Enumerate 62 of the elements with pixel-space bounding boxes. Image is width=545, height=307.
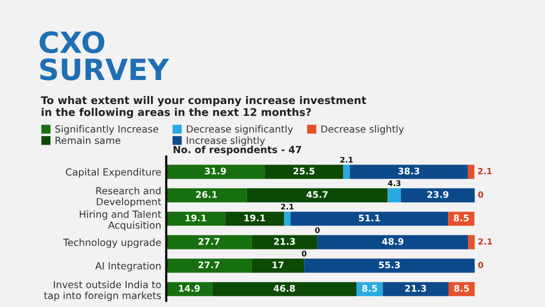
- bar: [317, 235, 468, 250]
- legend-label: Remain same: [56, 136, 120, 144]
- bar: [166, 235, 252, 250]
- bar: [166, 164, 265, 179]
- bar: [246, 188, 388, 202]
- data-label: 45.7: [306, 191, 328, 198]
- data-label: 25.5: [294, 168, 314, 174]
- chart-subtitle: To what extent will your company increase investment in the following areas in the next 12 months?: [40, 96, 366, 118]
- annotation: 0: [478, 191, 484, 198]
- bar: [382, 282, 448, 296]
- bar: [400, 188, 475, 202]
- data-label: 17: [272, 262, 284, 268]
- y-tick-label: Research and Development: [96, 186, 162, 208]
- y-tick-label: AI Integration: [95, 262, 161, 272]
- text: No. of respondents - 47: [174, 146, 302, 156]
- bar: [290, 212, 448, 226]
- bar: [252, 258, 304, 273]
- data-label: 8.5: [454, 284, 469, 292]
- data-label: 27.7: [198, 238, 220, 245]
- legend-label: Decrease significantly: [186, 125, 293, 135]
- y-tick-label: Capital Expenditure: [66, 168, 161, 178]
- chart-title: CXO SURVEY: [40, 31, 170, 80]
- data-label: 31.9: [204, 168, 226, 174]
- bar: [225, 212, 284, 226]
- bar: [304, 258, 475, 273]
- data-label: 8.5: [454, 214, 469, 222]
- data-label: 2.1: [478, 168, 492, 174]
- bar: [166, 258, 252, 273]
- data-label: 46.8: [274, 284, 295, 292]
- data-label: 21.3: [274, 238, 295, 245]
- bar: [343, 164, 350, 179]
- data-label: 21.3: [405, 284, 426, 292]
- legend-label: Decrease slightly: [321, 125, 404, 135]
- bar: [166, 188, 247, 202]
- annotation: 0: [478, 262, 484, 268]
- data-label: 19.1: [244, 214, 266, 222]
- data-label: 48.9: [382, 238, 404, 245]
- y-tick-label: Invest outside India to tap into foreign markets: [44, 280, 161, 302]
- data-label: 8.5: [362, 284, 378, 292]
- data-label: 26.1: [196, 191, 217, 198]
- bar: [350, 164, 468, 179]
- data-label: 27.7: [198, 261, 220, 268]
- bar: [166, 212, 226, 226]
- data-label: 23.9: [427, 191, 448, 198]
- bar: [252, 235, 318, 250]
- bar: [212, 282, 357, 296]
- legend-label: Increase slightly: [186, 136, 265, 146]
- legend-label: Significantly Increase: [55, 125, 158, 135]
- bar: [264, 164, 344, 179]
- bar: [468, 164, 474, 179]
- data-label: 14.9: [179, 284, 200, 292]
- bar: [284, 212, 291, 226]
- data-label: 19.1: [186, 214, 206, 222]
- bar: [448, 212, 474, 226]
- data-label: 38.3: [398, 168, 420, 174]
- y-tick-label: Hiring and Talent Acquisition: [80, 210, 162, 231]
- bar: [468, 235, 475, 250]
- data-label: 55.3: [378, 261, 400, 268]
- bar: [388, 188, 401, 202]
- data-label: 51.1: [358, 214, 380, 222]
- y-tick-label: Technology upgrade: [63, 238, 161, 248]
- data-label: 2.1: [478, 238, 492, 245]
